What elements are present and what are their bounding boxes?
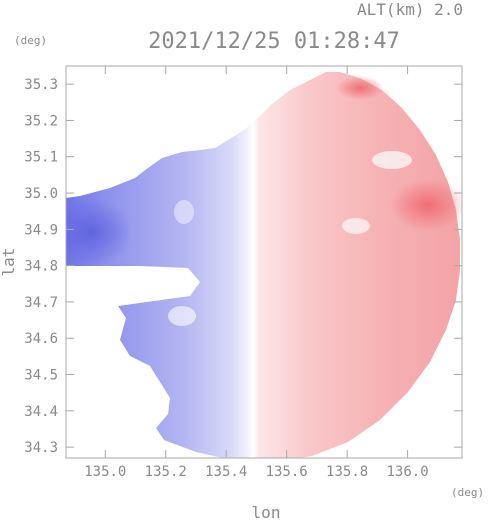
clutter-white-2	[342, 218, 370, 234]
y-axis: 34.3 34.4 34.5 34.6 34.7 34.8 34.9 35.0 35.1 35.2…	[24, 77, 462, 456]
y-axis-label: lat	[0, 248, 18, 277]
unit-y: (deg)	[14, 34, 47, 47]
positive-core	[390, 179, 462, 231]
x-axis-label: lon	[252, 503, 281, 521]
y-tick-label: 34.3	[24, 440, 58, 456]
velocity-field	[66, 72, 462, 458]
y-tick-label: 34.5	[24, 368, 58, 384]
clutter-white-1	[372, 151, 412, 169]
unit-x: (deg)	[451, 486, 484, 499]
x-tick-label: 135.6	[266, 464, 308, 480]
y-tick-label: 34.7	[24, 295, 58, 311]
y-tick-label: 34.6	[24, 331, 58, 347]
y-tick-label: 35.3	[24, 77, 58, 93]
y-tick-label: 34.9	[24, 222, 58, 238]
negative-core	[66, 198, 132, 266]
y-tick-label: 35.1	[24, 150, 58, 166]
y-tick-label: 35.0	[24, 186, 58, 202]
x-tick-label: 135.2	[145, 464, 187, 480]
positive-core-2	[336, 76, 384, 100]
echo-region	[66, 72, 460, 458]
clutter-white-3	[168, 306, 196, 326]
x-axis: 135.0 135.2 135.4 135.6 135.8 136.0	[84, 66, 429, 480]
y-tick-label: 34.4	[24, 404, 58, 420]
plot-frame	[65, 65, 463, 459]
y-tick-label: 35.2	[24, 113, 58, 129]
y-tick-label: 34.8	[24, 259, 58, 275]
clutter-white-4	[174, 200, 194, 224]
x-tick-label: 135.8	[326, 464, 368, 480]
chart-title: 2021/12/25 01:28:47	[148, 29, 400, 54]
x-tick-label: 136.0	[387, 464, 429, 480]
x-tick-label: 135.4	[205, 464, 247, 480]
x-tick-label: 135.0	[84, 464, 126, 480]
subtitle-altitude: ALT(km) 2.0	[357, 0, 463, 19]
